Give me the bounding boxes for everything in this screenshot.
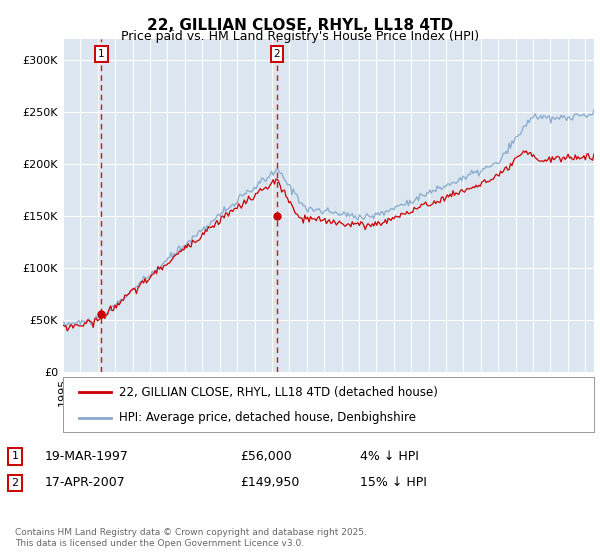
Text: 22, GILLIAN CLOSE, RHYL, LL18 4TD: 22, GILLIAN CLOSE, RHYL, LL18 4TD — [147, 18, 453, 33]
Text: 1: 1 — [98, 49, 105, 59]
Text: 19-MAR-1997: 19-MAR-1997 — [45, 450, 129, 463]
Text: 22, GILLIAN CLOSE, RHYL, LL18 4TD (detached house): 22, GILLIAN CLOSE, RHYL, LL18 4TD (detac… — [119, 386, 437, 399]
Text: £149,950: £149,950 — [240, 476, 299, 489]
Text: 2: 2 — [274, 49, 280, 59]
Text: 1: 1 — [11, 451, 19, 461]
Text: HPI: Average price, detached house, Denbighshire: HPI: Average price, detached house, Denb… — [119, 411, 416, 424]
Text: Contains HM Land Registry data © Crown copyright and database right 2025.
This d: Contains HM Land Registry data © Crown c… — [15, 528, 367, 548]
Text: 4% ↓ HPI: 4% ↓ HPI — [360, 450, 419, 463]
Text: 2: 2 — [11, 478, 19, 488]
Text: Price paid vs. HM Land Registry's House Price Index (HPI): Price paid vs. HM Land Registry's House … — [121, 30, 479, 43]
Text: £56,000: £56,000 — [240, 450, 292, 463]
Text: 17-APR-2007: 17-APR-2007 — [45, 476, 126, 489]
Text: 15% ↓ HPI: 15% ↓ HPI — [360, 476, 427, 489]
